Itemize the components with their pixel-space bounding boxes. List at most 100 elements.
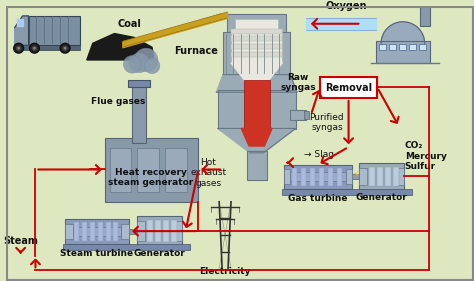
- Text: Steam: Steam: [3, 236, 38, 246]
- Circle shape: [134, 48, 158, 72]
- Bar: [231, 44, 283, 49]
- Text: Removal: Removal: [325, 83, 372, 93]
- Bar: [246, 151, 267, 180]
- Bar: [284, 169, 290, 184]
- Bar: [379, 44, 386, 50]
- Text: Generator: Generator: [356, 193, 407, 202]
- Bar: [352, 175, 359, 179]
- Bar: [137, 216, 182, 246]
- Polygon shape: [218, 128, 296, 153]
- Text: Oxygen: Oxygen: [326, 1, 367, 11]
- Text: Coal: Coal: [118, 19, 141, 29]
- Circle shape: [129, 53, 149, 73]
- Text: Steam turbine: Steam turbine: [60, 248, 133, 257]
- Bar: [163, 220, 169, 242]
- Polygon shape: [231, 63, 283, 82]
- Circle shape: [17, 46, 21, 50]
- Bar: [419, 44, 426, 50]
- Text: Flue gases: Flue gases: [91, 97, 146, 106]
- Bar: [128, 80, 150, 87]
- Text: Gas turbine: Gas turbine: [288, 194, 348, 203]
- Bar: [165, 148, 187, 192]
- Circle shape: [123, 56, 141, 73]
- Text: Purified
syngas: Purified syngas: [309, 113, 344, 132]
- Bar: [393, 167, 399, 186]
- Text: ⚡: ⚡: [352, 169, 359, 179]
- Bar: [292, 167, 297, 186]
- Circle shape: [33, 46, 36, 50]
- Bar: [310, 167, 315, 186]
- Bar: [389, 44, 396, 50]
- Circle shape: [144, 58, 160, 74]
- Bar: [65, 219, 129, 244]
- Bar: [231, 29, 283, 33]
- Bar: [290, 173, 346, 181]
- Bar: [227, 14, 286, 33]
- Bar: [319, 167, 324, 186]
- Polygon shape: [17, 19, 23, 26]
- Bar: [419, 0, 429, 26]
- Bar: [65, 224, 73, 239]
- Bar: [385, 167, 391, 186]
- Text: Generator: Generator: [133, 248, 185, 257]
- Bar: [106, 222, 110, 241]
- Bar: [399, 44, 406, 50]
- Circle shape: [29, 43, 39, 53]
- Text: Electricity: Electricity: [200, 267, 251, 276]
- Bar: [74, 222, 79, 241]
- Bar: [174, 221, 182, 241]
- Bar: [301, 167, 306, 186]
- Bar: [359, 163, 404, 190]
- Bar: [137, 221, 145, 241]
- Bar: [231, 29, 283, 63]
- Text: ⚡: ⚡: [130, 226, 137, 236]
- Bar: [235, 19, 278, 31]
- Bar: [376, 41, 429, 63]
- Bar: [28, 16, 80, 45]
- Bar: [377, 167, 383, 186]
- Bar: [231, 37, 283, 41]
- Text: CO₂
Mercury
Sulfur: CO₂ Mercury Sulfur: [405, 141, 447, 171]
- Bar: [328, 167, 333, 186]
- Bar: [337, 167, 342, 186]
- Bar: [137, 148, 159, 192]
- Bar: [223, 31, 290, 76]
- Bar: [359, 167, 367, 185]
- Bar: [290, 110, 306, 120]
- Bar: [283, 189, 412, 195]
- Bar: [304, 111, 309, 119]
- Text: Heat recovery
steam generator: Heat recovery steam generator: [109, 168, 194, 187]
- Bar: [98, 222, 102, 241]
- Circle shape: [63, 46, 67, 50]
- Bar: [73, 227, 121, 236]
- Bar: [90, 222, 95, 241]
- Bar: [218, 90, 296, 129]
- Bar: [231, 52, 283, 57]
- Text: Hot
exhaust
gases: Hot exhaust gases: [190, 158, 227, 187]
- Bar: [171, 220, 177, 242]
- Polygon shape: [381, 22, 425, 43]
- Polygon shape: [241, 128, 272, 146]
- Bar: [82, 222, 87, 241]
- Bar: [15, 45, 80, 50]
- Text: Raw
syngas: Raw syngas: [280, 73, 316, 92]
- Bar: [244, 80, 270, 129]
- Bar: [284, 165, 352, 189]
- Bar: [105, 138, 199, 202]
- Text: Furnace: Furnace: [174, 46, 218, 56]
- Bar: [109, 148, 131, 192]
- Bar: [147, 220, 153, 242]
- Polygon shape: [217, 75, 297, 92]
- Circle shape: [14, 43, 24, 53]
- Text: → Slag: → Slag: [304, 150, 334, 159]
- Bar: [113, 222, 118, 241]
- Bar: [129, 229, 137, 234]
- Bar: [409, 44, 416, 50]
- Polygon shape: [87, 33, 154, 60]
- Bar: [132, 84, 146, 143]
- Bar: [155, 220, 161, 242]
- Polygon shape: [15, 16, 28, 45]
- Bar: [121, 224, 129, 239]
- Bar: [369, 167, 375, 186]
- Circle shape: [60, 43, 70, 53]
